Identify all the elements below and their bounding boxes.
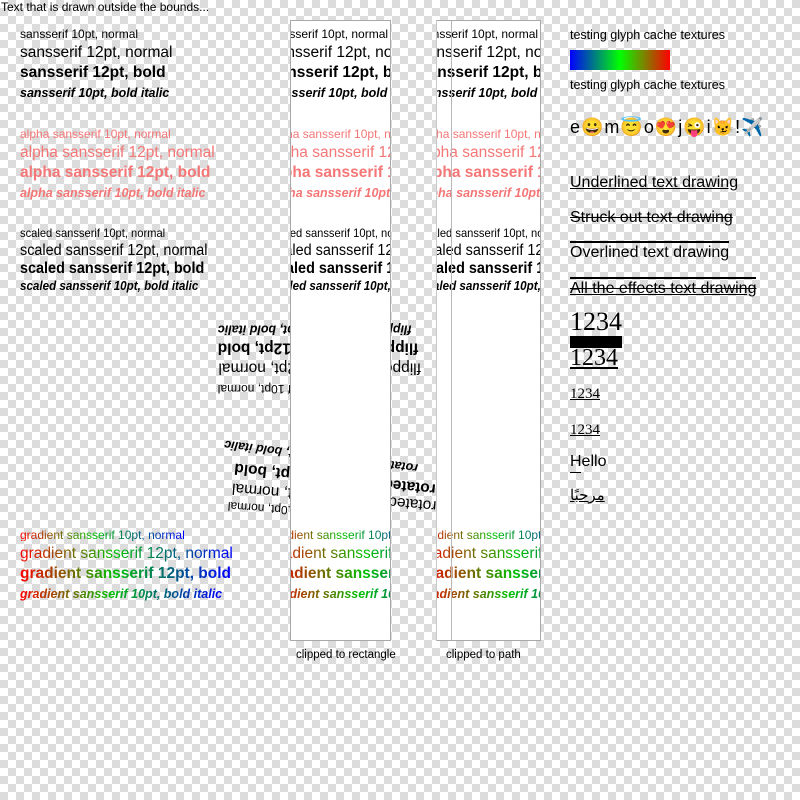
- hello-underline: [570, 472, 581, 473]
- gradient-bold-italic: gradient sansserif 10pt, bold italic: [437, 588, 540, 601]
- clip-path-panel: sansserif 10pt, normal sansserif 12pt, n…: [436, 20, 541, 641]
- scaled-12pt: scaled sansserif 12pt, normal: [291, 242, 390, 259]
- alpha-10pt: alpha sansserif 10pt, normal: [20, 127, 171, 141]
- alpha-12pt: alpha sansserif 12pt, normal: [20, 144, 215, 161]
- scaled-10pt: scaled sansserif 10pt, normal: [437, 226, 540, 240]
- alpha-12pt: alpha sansserif 12pt, normal: [290, 144, 390, 161]
- gradient-bold-12pt: gradient sansserif 12pt, bold: [437, 566, 540, 582]
- alpha-10pt: alpha sansserif 10pt, normal: [291, 127, 391, 141]
- clipped-text-sample-block: sansserif 10pt, normal sansserif 12pt, n…: [290, 21, 391, 640]
- all-effects-text: All the effects text drawing: [570, 277, 757, 297]
- scaled-bold-italic: scaled sansserif 10pt, bold italic: [20, 279, 199, 293]
- scaled-10pt: scaled sansserif 10pt, normal: [290, 226, 390, 240]
- glyph-cache-label: testing glyph cache textures: [570, 28, 725, 42]
- alpha-bold-12pt: alpha sansserif 12pt, bold: [437, 164, 540, 181]
- scaled-bold-italic: scaled sansserif 10pt, bold italic: [437, 279, 541, 293]
- gradient-10pt: gradient sansserif 10pt, normal: [20, 528, 185, 542]
- gradient-bold-12pt: gradient sansserif 12pt, bold: [291, 566, 390, 582]
- number-small-2: 1234: [570, 422, 600, 438]
- bold-italic-10pt: sansserif 10pt, bold italic: [437, 86, 540, 100]
- overlined-text: Overlined text drawing: [570, 241, 730, 261]
- gradient-12pt: gradient sansserif 12pt, normal: [20, 545, 233, 562]
- gradient-bar: [570, 50, 670, 70]
- gradient-bold-italic: gradient sansserif 10pt, bold italic: [20, 587, 223, 601]
- alpha-bold-italic: alpha sansserif 10pt, bold italic: [291, 186, 391, 200]
- number-small-1: 1234: [570, 386, 600, 402]
- alpha-bold-italic: alpha sansserif 10pt, bold italic: [20, 186, 206, 200]
- scaled-bold-12pt: scaled sansserif 12pt, bold: [20, 260, 205, 277]
- scaled-bold-12pt: scaled sansserif 12pt, bold: [291, 260, 390, 277]
- clip-path-label: clipped to path: [446, 649, 521, 661]
- clip-rectangle-panel: sansserif 10pt, normal sansserif 12pt, n…: [290, 20, 391, 641]
- clip-path-edge: [451, 21, 452, 640]
- bold-12pt: sansserif 12pt, bold: [20, 64, 166, 81]
- bold-12pt: sansserif 12pt, bold: [437, 64, 540, 81]
- emoji-text: e😀m😇o😍j😜i😼!✈️: [570, 117, 765, 137]
- clip-rect-label: clipped to rectangle: [296, 649, 396, 661]
- normal-12pt: sansserif 12pt, normal: [20, 44, 173, 61]
- normal-12pt: sansserif 12pt, normal: [291, 44, 390, 61]
- number-large: 1234: [570, 307, 622, 336]
- alpha-bold-12pt: alpha sansserif 12pt, bold: [20, 164, 211, 181]
- scaled-10pt: scaled sansserif 10pt, normal: [20, 226, 166, 240]
- underlined-text: Underlined text drawing: [570, 174, 739, 191]
- gradient-10pt: gradient sansserif 10pt, normal: [291, 529, 390, 541]
- glyph-cache-label-2: testing glyph cache textures: [570, 78, 725, 92]
- normal-10pt: sansserif 10pt, normal: [437, 27, 539, 41]
- scaled-12pt: scaled sansserif 12pt, normal: [20, 242, 208, 259]
- black-box: [570, 336, 622, 348]
- gradient-10pt: gradient sansserif 10pt, normal: [437, 529, 540, 541]
- gradient-bold-italic: gradient sansserif 10pt, bold italic: [291, 588, 390, 601]
- arabic-text: مرحبًا: [570, 487, 605, 504]
- hello-text: Hello: [570, 453, 607, 470]
- normal-10pt: sansserif 10pt, normal: [20, 27, 139, 41]
- gradient-bold-12pt: gradient sansserif 12pt, bold: [20, 565, 232, 582]
- overflow-text: Text that is drawn outside the bounds...: [1, 0, 210, 14]
- alpha-12pt: alpha sansserif 12pt, normal: [437, 144, 540, 161]
- gradient-12pt: gradient sansserif 12pt, normal: [291, 546, 390, 562]
- normal-10pt: sansserif 10pt, normal: [291, 27, 389, 41]
- gradient-12pt: gradient sansserif 12pt, normal: [437, 546, 540, 562]
- scaled-12pt: scaled sansserif 12pt, normal: [437, 242, 540, 259]
- bold-italic-10pt: sansserif 10pt, bold italic: [20, 86, 170, 100]
- alpha-bold-italic: alpha sansserif 10pt, bold italic: [437, 186, 541, 200]
- clipped-text-sample-block: sansserif 10pt, normal sansserif 12pt, n…: [436, 21, 541, 640]
- alpha-bold-12pt: alpha sansserif 12pt, bold: [291, 164, 390, 181]
- scaled-bold-italic: scaled sansserif 10pt, bold italic: [290, 279, 391, 293]
- normal-12pt: sansserif 12pt, normal: [436, 44, 540, 61]
- text-sample-block: sansserif 10pt, normal sansserif 12pt, n…: [0, 0, 437, 620]
- alpha-10pt: alpha sansserif 10pt, normal: [436, 127, 541, 141]
- bold-italic-10pt: sansserif 10pt, bold italic: [291, 86, 390, 100]
- number-underlined: 1234: [570, 345, 618, 371]
- struck-text: Struck out text drawing: [570, 209, 733, 226]
- scaled-bold-12pt: scaled sansserif 12pt, bold: [437, 260, 540, 277]
- bold-12pt: sansserif 12pt, bold: [291, 64, 390, 81]
